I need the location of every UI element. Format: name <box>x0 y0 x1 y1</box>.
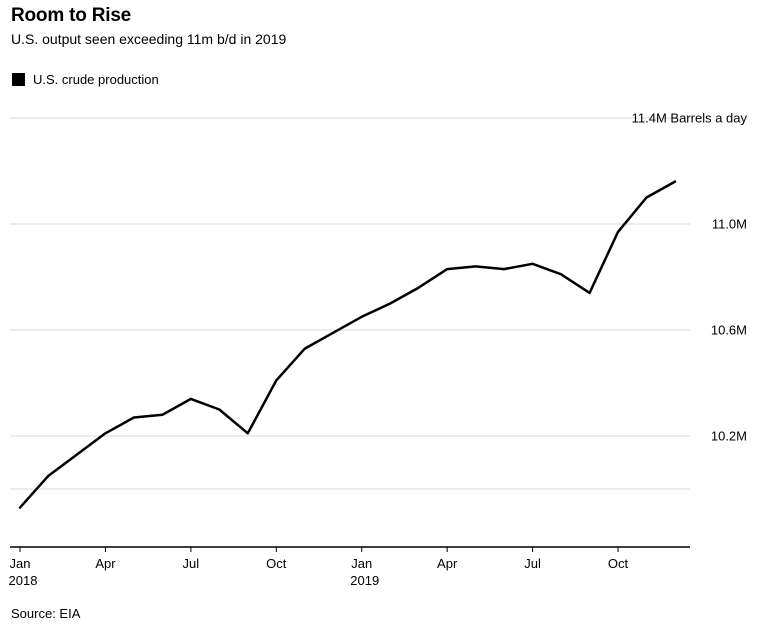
x-axis-tick-label: Jan <box>351 556 372 571</box>
x-axis-year-label: 2019 <box>350 573 379 588</box>
y-axis-tick-label: 11.4M Barrels a day <box>632 111 748 126</box>
source-attribution: Source: EIA <box>11 606 81 621</box>
x-axis-year-label: 2018 <box>9 573 38 588</box>
y-axis-tick-label: 10.2M <box>711 429 747 444</box>
x-axis-tick-label: Jan <box>10 556 31 571</box>
series-line-us-crude-production <box>18 180 677 509</box>
x-axis-tick-label: Apr <box>95 556 116 571</box>
legend-swatch-icon <box>12 73 25 86</box>
chart-title: Room to Rise <box>11 5 132 26</box>
x-axis-tick-label: Jul <box>183 556 200 571</box>
x-axis-tick-label: Jul <box>524 556 541 571</box>
x-axis-tick-label: Oct <box>266 556 287 571</box>
y-axis-tick-label: 10.6M <box>711 323 747 338</box>
chart-legend: U.S. crude production <box>12 72 159 87</box>
legend-label: U.S. crude production <box>33 72 159 87</box>
y-axis-tick-label: 11.0M <box>712 217 747 232</box>
x-axis-tick-label: Apr <box>437 556 458 571</box>
x-axis-tick-label: Oct <box>608 556 629 571</box>
chart-subtitle: U.S. output seen exceeding 11m b/d in 20… <box>11 31 287 47</box>
